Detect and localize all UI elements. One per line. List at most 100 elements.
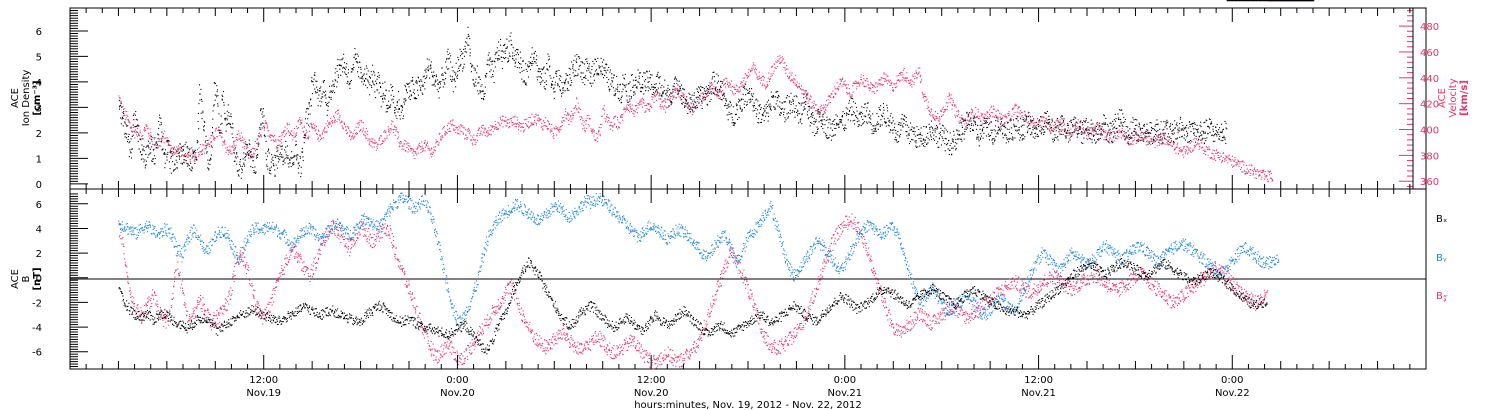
density-point bbox=[322, 96, 324, 98]
velocity-point bbox=[327, 120, 329, 122]
density-point bbox=[702, 98, 704, 100]
velocity-point bbox=[348, 128, 350, 130]
density-point bbox=[204, 121, 206, 123]
density-point bbox=[378, 74, 380, 76]
density-point bbox=[679, 97, 681, 99]
density-point bbox=[752, 104, 754, 107]
velocity-point bbox=[791, 72, 793, 74]
velocity-point bbox=[382, 140, 384, 142]
velocity-point bbox=[1012, 107, 1014, 109]
velocity-point bbox=[602, 107, 604, 109]
velocity-point bbox=[227, 153, 229, 156]
velocity-point bbox=[1117, 135, 1119, 137]
density-point bbox=[162, 135, 164, 137]
density-point bbox=[566, 87, 568, 90]
velocity-point bbox=[327, 125, 329, 127]
velocity-point bbox=[790, 74, 792, 76]
velocity-point bbox=[1173, 143, 1175, 145]
velocity-point bbox=[305, 132, 307, 134]
velocity-point bbox=[859, 82, 861, 84]
density-point bbox=[417, 76, 419, 78]
density-point bbox=[711, 93, 713, 95]
density-point bbox=[152, 158, 154, 160]
density-point bbox=[463, 48, 465, 50]
velocity-point bbox=[516, 122, 518, 124]
velocity-point bbox=[174, 152, 176, 154]
density-point bbox=[412, 91, 414, 93]
velocity-point bbox=[516, 116, 518, 118]
velocity-point bbox=[611, 121, 613, 123]
velocity-point bbox=[360, 130, 362, 132]
density-point bbox=[225, 124, 227, 126]
velocity-point bbox=[914, 78, 916, 80]
velocity-point bbox=[941, 108, 943, 110]
velocity-point bbox=[708, 95, 710, 97]
density-point bbox=[676, 80, 678, 82]
density-point bbox=[353, 57, 355, 59]
velocity-point bbox=[638, 104, 640, 106]
velocity-point bbox=[877, 84, 879, 86]
density-point bbox=[149, 148, 151, 150]
density-point bbox=[352, 64, 354, 66]
density-point bbox=[239, 158, 241, 161]
velocity-point bbox=[858, 83, 860, 85]
density-point bbox=[599, 67, 601, 69]
velocity-point bbox=[457, 129, 459, 131]
velocity-point bbox=[769, 78, 771, 80]
density-point bbox=[135, 125, 138, 127]
velocity-point bbox=[984, 123, 986, 125]
velocity-point bbox=[1268, 171, 1270, 173]
velocity-point bbox=[336, 113, 338, 115]
velocity-point bbox=[918, 72, 920, 74]
velocity-point bbox=[922, 94, 924, 96]
velocity-point bbox=[809, 98, 811, 100]
velocity-point bbox=[521, 126, 523, 128]
velocity-point bbox=[137, 126, 139, 128]
density-point bbox=[484, 74, 486, 77]
density-point bbox=[272, 159, 274, 162]
velocity-point bbox=[551, 130, 553, 132]
velocity-point bbox=[779, 62, 781, 64]
velocity-point bbox=[535, 122, 537, 124]
velocity-point bbox=[437, 144, 439, 146]
velocity-point bbox=[502, 126, 504, 128]
velocity-point bbox=[306, 131, 308, 133]
velocity-point bbox=[152, 144, 154, 146]
density-point bbox=[660, 94, 663, 96]
velocity-point bbox=[606, 116, 608, 118]
density-point bbox=[652, 86, 654, 88]
velocity-point bbox=[647, 102, 649, 105]
density-point bbox=[703, 97, 705, 99]
density-point bbox=[548, 55, 550, 57]
density-point bbox=[320, 105, 322, 107]
velocity-point bbox=[1162, 132, 1164, 134]
density-point bbox=[196, 139, 198, 142]
velocity-point bbox=[206, 144, 208, 146]
velocity-point bbox=[348, 134, 351, 136]
density-point bbox=[529, 62, 532, 64]
velocity-point bbox=[470, 139, 472, 141]
velocity-point bbox=[528, 126, 530, 128]
density-point bbox=[491, 60, 493, 62]
density-point bbox=[190, 162, 192, 164]
velocity-point bbox=[235, 146, 237, 148]
density-point bbox=[645, 87, 647, 89]
velocity-point bbox=[512, 116, 514, 118]
density-point bbox=[828, 122, 830, 124]
velocity-point bbox=[784, 67, 786, 69]
velocity-point bbox=[734, 86, 736, 88]
velocity-point bbox=[1125, 138, 1127, 140]
density-point bbox=[638, 81, 640, 83]
density-point bbox=[243, 152, 245, 154]
velocity-point bbox=[651, 96, 653, 98]
density-point bbox=[263, 115, 265, 117]
velocity-point bbox=[383, 141, 385, 143]
velocity-point bbox=[687, 105, 689, 107]
velocity-point bbox=[1104, 139, 1106, 141]
density-point bbox=[749, 101, 751, 104]
velocity-point bbox=[173, 146, 175, 148]
density-tick-label: 3 bbox=[36, 103, 42, 114]
velocity-point bbox=[613, 116, 615, 118]
density-point bbox=[244, 159, 246, 161]
velocity-point bbox=[199, 144, 202, 146]
